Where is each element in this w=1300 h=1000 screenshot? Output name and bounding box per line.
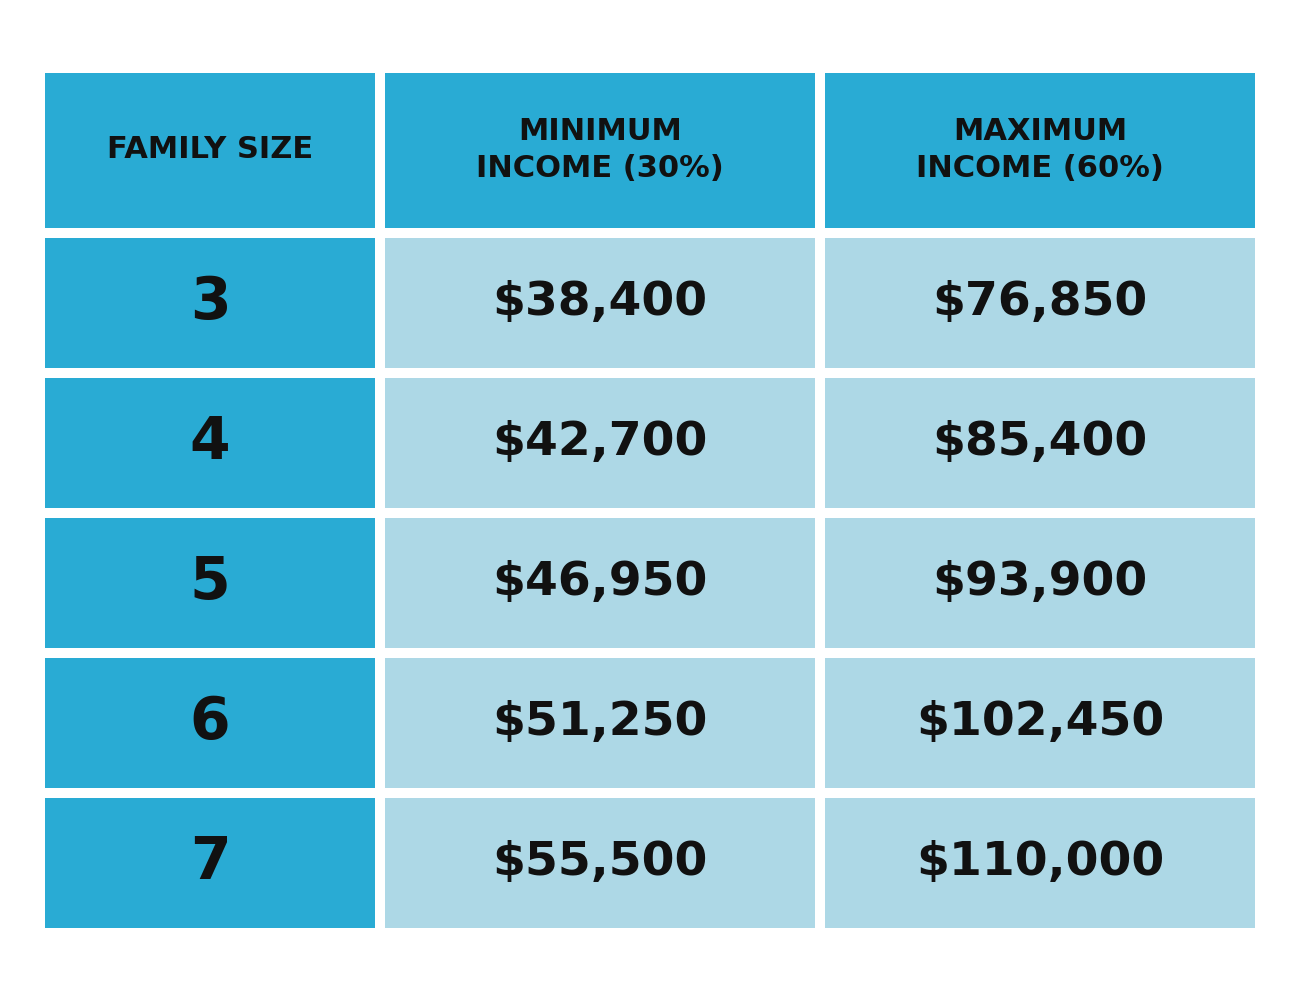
Text: 3: 3 — [190, 274, 230, 331]
Bar — [826, 798, 1254, 928]
Bar — [46, 798, 374, 928]
Bar — [385, 518, 815, 648]
Text: $93,900: $93,900 — [932, 560, 1148, 605]
Bar — [385, 377, 815, 508]
Text: 6: 6 — [190, 694, 230, 751]
Text: FAMILY SIZE: FAMILY SIZE — [107, 135, 313, 164]
Bar — [826, 73, 1254, 228]
Text: 5: 5 — [190, 554, 230, 611]
Bar — [826, 237, 1254, 367]
Text: 4: 4 — [190, 414, 230, 471]
Bar — [46, 237, 374, 367]
Text: $38,400: $38,400 — [493, 280, 707, 325]
Bar — [826, 658, 1254, 788]
Bar — [826, 377, 1254, 508]
Text: $55,500: $55,500 — [493, 840, 707, 885]
Bar — [46, 518, 374, 648]
Bar — [46, 658, 374, 788]
Bar — [385, 798, 815, 928]
Text: $85,400: $85,400 — [932, 420, 1148, 465]
Bar — [385, 237, 815, 367]
Bar — [826, 518, 1254, 648]
Text: $76,850: $76,850 — [932, 280, 1148, 325]
Text: 7: 7 — [190, 834, 230, 891]
Text: MAXIMUM
INCOME (60%): MAXIMUM INCOME (60%) — [916, 117, 1164, 183]
Text: $51,250: $51,250 — [493, 700, 707, 745]
Text: $102,450: $102,450 — [916, 700, 1164, 745]
Text: $42,700: $42,700 — [493, 420, 707, 465]
Text: $46,950: $46,950 — [493, 560, 707, 605]
Text: $110,000: $110,000 — [916, 840, 1164, 885]
Bar — [46, 73, 374, 228]
Bar — [385, 658, 815, 788]
Text: MINIMUM
INCOME (30%): MINIMUM INCOME (30%) — [476, 117, 724, 183]
Bar — [385, 73, 815, 228]
Bar — [46, 377, 374, 508]
